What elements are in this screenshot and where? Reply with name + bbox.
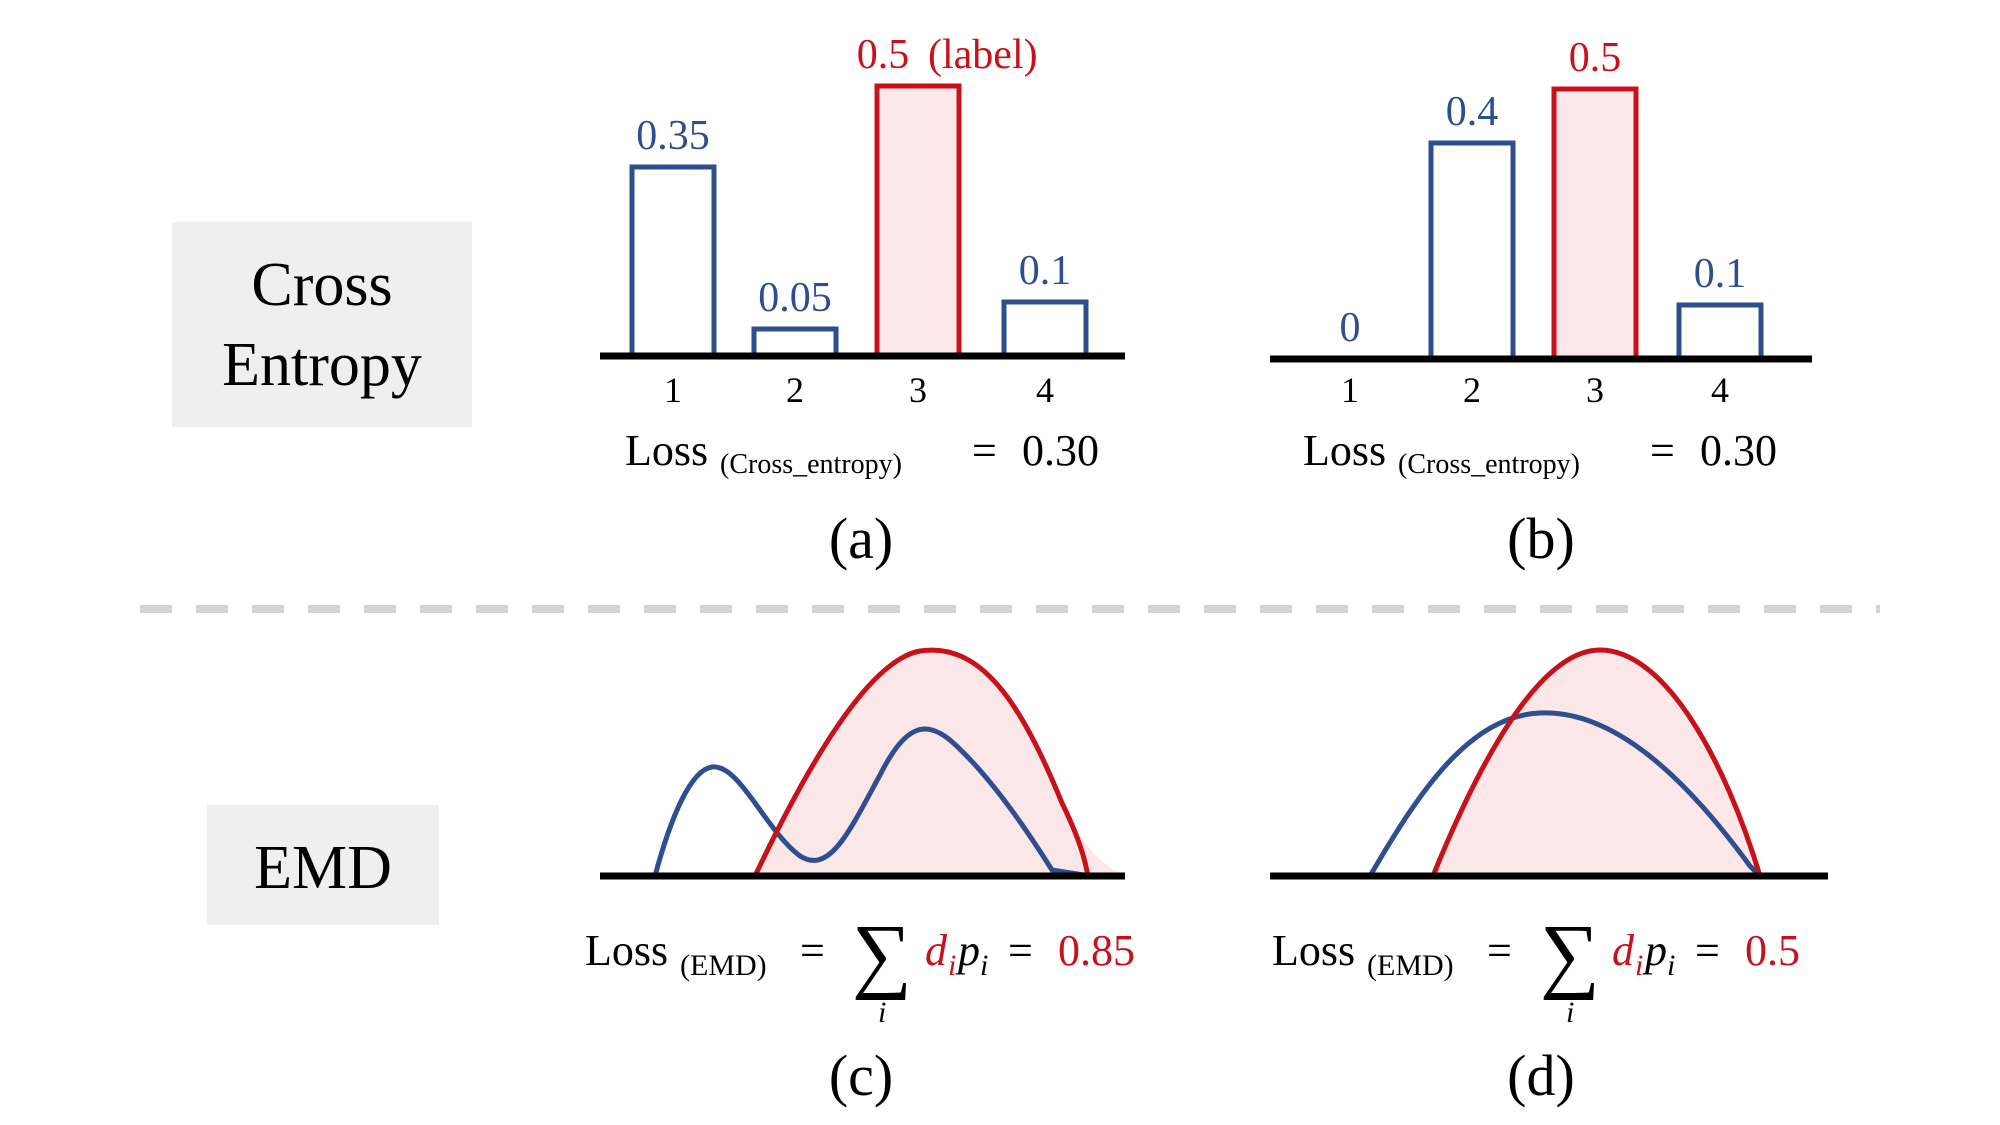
row-label-line2: Entropy bbox=[222, 331, 422, 399]
label-distribution-curve bbox=[1430, 647, 1763, 877]
panel-caption: (d) bbox=[1507, 1043, 1575, 1108]
overlap-fill bbox=[1433, 650, 1760, 876]
x-tick-label: 3 bbox=[1586, 370, 1604, 410]
x-tick-label: 1 bbox=[1341, 370, 1359, 410]
p-variable: p bbox=[955, 926, 980, 975]
panel-a: 0.35 1 0.05 2 0.5 (label) 3 0.1 4 Loss (Cross_en… bbox=[600, 32, 1125, 571]
row-label-emd: EMD bbox=[207, 805, 439, 925]
equals-sign: = bbox=[972, 426, 997, 475]
equals-sign: = bbox=[1487, 926, 1512, 975]
bar-4 bbox=[1676, 302, 1764, 362]
x-tick-label: 4 bbox=[1711, 370, 1729, 410]
label-distribution-curve bbox=[752, 647, 1091, 878]
row-label-line1: Cross bbox=[251, 251, 392, 319]
bar-value-label: 0.35 bbox=[636, 113, 710, 159]
sum-symbol: ∑ bbox=[852, 908, 912, 1001]
loss-subscript: (EMD) bbox=[1367, 949, 1454, 982]
x-tick-label: 4 bbox=[1036, 370, 1054, 410]
d-variable: d bbox=[925, 926, 948, 975]
loss-label: Loss bbox=[625, 426, 708, 475]
loss-value: 0.85 bbox=[1058, 926, 1135, 975]
predicted-distribution-curve bbox=[1367, 710, 1762, 878]
bar-value-label: 0.05 bbox=[758, 275, 832, 321]
bar-2 bbox=[751, 326, 839, 359]
p-index: i bbox=[1667, 949, 1675, 982]
bar-value-label: 0.1 bbox=[1694, 251, 1747, 297]
panel-caption: (c) bbox=[829, 1043, 893, 1108]
loss-subscript: (Cross_entropy) bbox=[1398, 449, 1580, 480]
x-tick-label: 1 bbox=[664, 370, 682, 410]
row-label-box bbox=[172, 222, 472, 427]
p-index: i bbox=[980, 949, 988, 982]
equals-sign-2: = bbox=[1695, 926, 1720, 975]
overlap-fill bbox=[755, 650, 1130, 876]
equals-sign: = bbox=[1650, 426, 1675, 475]
bar-value-label: 0 bbox=[1340, 305, 1361, 351]
loss-label: Loss bbox=[1303, 426, 1386, 475]
d-index: i bbox=[948, 949, 956, 982]
predicted-distribution-curve bbox=[652, 726, 1091, 879]
bar-3 bbox=[1551, 86, 1639, 362]
bar-value-label: 0.4 bbox=[1446, 89, 1499, 135]
d-index: i bbox=[1635, 949, 1643, 982]
x-tick-label: 2 bbox=[786, 370, 804, 410]
p-variable: p bbox=[1642, 926, 1667, 975]
bar-3 bbox=[874, 83, 962, 359]
equals-sign: = bbox=[800, 926, 825, 975]
panel-c: Loss (EMD) = ∑ i d i p i = 0.85 (c) bbox=[585, 647, 1135, 1108]
loss-value: 0.5 bbox=[1745, 926, 1800, 975]
x-tick-label: 3 bbox=[909, 370, 927, 410]
loss-subscript: (EMD) bbox=[680, 949, 767, 982]
row-label-box bbox=[207, 805, 439, 925]
row-label-cross-entropy: Cross Entropy bbox=[172, 222, 472, 427]
bar-2 bbox=[1428, 140, 1516, 362]
panel-d: Loss (EMD) = ∑ i d i p i = 0.5 (d) bbox=[1270, 647, 1828, 1108]
bar-chart-a: 0.35 1 0.05 2 0.5 (label) 3 0.1 4 bbox=[629, 32, 1089, 410]
loss-value: 0.30 bbox=[1700, 426, 1777, 475]
bar-chart-b: 0 1 0.4 2 0.5 3 0.1 4 bbox=[1340, 35, 1764, 410]
equals-sign-2: = bbox=[1008, 926, 1033, 975]
bar-value-label: 0.5 bbox=[857, 32, 910, 78]
panel-b: 0 1 0.4 2 0.5 3 0.1 4 Loss (Cross_entropy) = 0.… bbox=[1270, 35, 1812, 571]
sum-index: i bbox=[878, 996, 886, 1029]
loss-label: Loss bbox=[585, 926, 668, 975]
sum-symbol: ∑ bbox=[1540, 908, 1600, 1001]
x-tick-label: 2 bbox=[1463, 370, 1481, 410]
loss-equation-d: Loss (EMD) = ∑ i d i p i = 0.5 bbox=[1272, 908, 1800, 1029]
loss-equation-a: Loss (Cross_entropy) = 0.30 bbox=[625, 426, 1099, 480]
loss-subscript: (Cross_entropy) bbox=[720, 449, 902, 480]
loss-equation-b: Loss (Cross_entropy) = 0.30 bbox=[1303, 426, 1777, 480]
d-variable: d bbox=[1612, 926, 1635, 975]
bar-1 bbox=[629, 164, 717, 359]
label-annotation: (label) bbox=[928, 32, 1038, 78]
sum-index: i bbox=[1566, 996, 1574, 1029]
loss-value: 0.30 bbox=[1022, 426, 1099, 475]
panel-caption: (b) bbox=[1507, 506, 1575, 571]
loss-equation-c: Loss (EMD) = ∑ i d i p i = 0.85 bbox=[585, 908, 1135, 1029]
panel-caption: (a) bbox=[829, 506, 893, 571]
row-label-text: EMD bbox=[254, 834, 392, 902]
loss-label: Loss bbox=[1272, 926, 1355, 975]
bar-4 bbox=[1001, 299, 1089, 359]
bar-value-label: 0.5 bbox=[1569, 35, 1622, 81]
bar-value-label: 0.1 bbox=[1019, 248, 1072, 294]
